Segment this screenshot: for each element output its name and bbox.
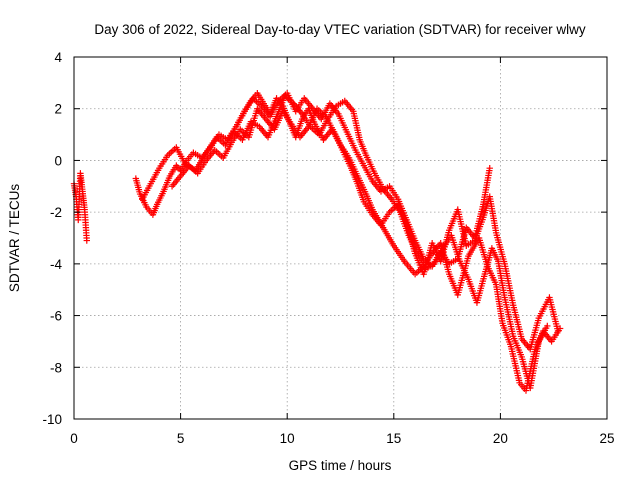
data-series-arc-5 [232,90,493,270]
x-axis-label: GPS time / hours [289,458,392,473]
data-point [554,327,562,335]
y-tick-label: 0 [54,153,62,168]
data-point [486,164,493,172]
data-layer [70,90,564,394]
axis-layer: -10 -8 -6 -4 -2 0 2 4 0 5 10 15 20 25 [42,50,614,446]
x-tick-label: 25 [599,431,614,446]
y-tick-label: 2 [54,102,62,117]
data-point [544,322,551,330]
y-tick-label: -4 [50,257,62,272]
data-series-arc-3 [139,92,551,392]
y-tick-label: 4 [54,50,62,65]
x-tick-label: 15 [386,431,401,446]
x-tick-label: 10 [280,431,295,446]
y-tick-label: -10 [42,412,62,427]
grid-layer [74,57,607,419]
data-series-arc-4 [168,105,562,353]
chart-title: Day 306 of 2022, Sidereal Day-to-day VTE… [94,22,585,37]
x-tick-label: 5 [177,431,185,446]
y-tick-label: -6 [50,309,62,324]
plot-frame [73,56,608,420]
y-tick-label: -8 [50,360,62,375]
x-tick-label: 0 [70,431,78,446]
data-point [83,237,90,244]
y-tick-label: -2 [50,205,62,220]
x-tick-label: 20 [493,431,508,446]
y-axis-label: SDTVAR / TECUs [7,184,22,293]
